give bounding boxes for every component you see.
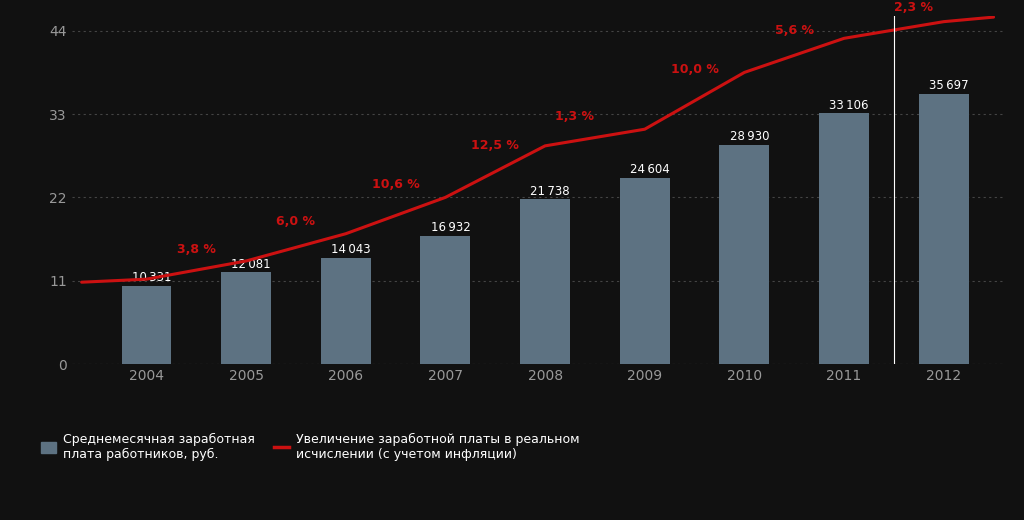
Text: 35 697: 35 697 (929, 79, 969, 92)
Text: 10,6 %: 10,6 % (372, 178, 420, 191)
Bar (819, 113, 869, 364)
Text: 24 604: 24 604 (630, 163, 670, 176)
Text: 12,5 %: 12,5 % (471, 139, 519, 152)
Text: 5,6 %: 5,6 % (775, 24, 814, 37)
Bar (122, 286, 171, 364)
Bar (720, 145, 769, 364)
Text: 14 043: 14 043 (331, 243, 371, 256)
Text: 21 738: 21 738 (530, 185, 570, 198)
Bar (520, 199, 570, 364)
Text: 12 081: 12 081 (231, 258, 271, 271)
Bar (221, 272, 271, 364)
Legend: Среднемесячная заработная
плата работников, руб., Увеличение заработной платы в : Среднемесячная заработная плата работник… (41, 433, 580, 461)
Text: 1,3 %: 1,3 % (555, 110, 595, 123)
Text: 33 106: 33 106 (829, 99, 868, 112)
Text: 3,8 %: 3,8 % (177, 243, 216, 256)
Text: 10,0 %: 10,0 % (671, 63, 719, 76)
Bar (919, 94, 969, 364)
Text: 28 930: 28 930 (730, 131, 769, 144)
Bar (321, 257, 371, 364)
Text: 16 932: 16 932 (430, 221, 470, 234)
Text: 6,0 %: 6,0 % (276, 215, 315, 228)
Bar (620, 178, 670, 364)
Text: 2,3 %: 2,3 % (894, 1, 933, 14)
Text: 10 331: 10 331 (132, 271, 171, 284)
Bar (421, 236, 470, 364)
